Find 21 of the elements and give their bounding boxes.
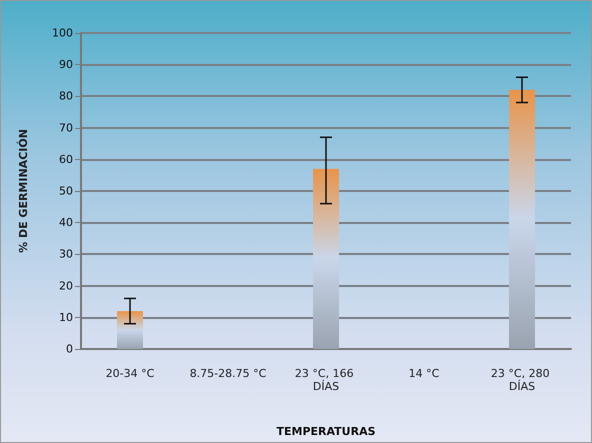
- y-tick-label: 100: [52, 26, 73, 40]
- y-tick-label: 90: [59, 58, 73, 72]
- y-tick-label: 70: [59, 121, 73, 134]
- x-tick-label: 20-34 °C: [106, 367, 155, 380]
- y-tick-label: 60: [59, 152, 73, 166]
- y-tick-label: 30: [59, 248, 73, 261]
- bar: [313, 168, 339, 349]
- y-tick-label: 20: [59, 279, 73, 292]
- y-tick-label: 10: [59, 310, 73, 324]
- y-axis-title: % DE GERMINACIÓN: [16, 129, 30, 253]
- y-tick-label: 80: [59, 90, 73, 103]
- x-tick-label: 8.75-28.75 °C: [190, 367, 267, 380]
- y-tick-label: 50: [59, 184, 73, 198]
- y-tick-label: 40: [59, 216, 73, 230]
- y-tick-label: 0: [66, 342, 73, 356]
- x-tick-label: 14 °C: [408, 367, 440, 380]
- bar: [117, 311, 143, 349]
- x-tick-label: 23 °C, 166 DÍAS: [294, 367, 358, 393]
- bar: [509, 90, 535, 349]
- x-axis-title: TEMPERATURAS: [276, 425, 376, 438]
- x-tick-label: 23 °C, 280 DÍAS: [490, 367, 554, 393]
